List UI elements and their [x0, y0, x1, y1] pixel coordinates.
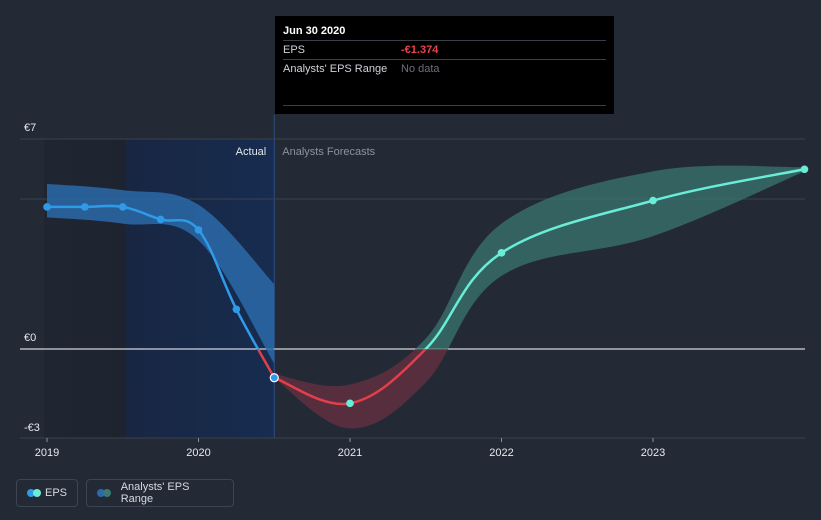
eps-point-forecast	[346, 399, 354, 408]
range-band-forecast	[415, 165, 805, 349]
legend-range-label: Analysts' EPS Range	[120, 481, 190, 505]
eps-point-forecast	[497, 249, 506, 257]
eps-legend-icon	[27, 489, 41, 497]
eps-point-forecast	[649, 196, 657, 205]
y-tick-label: -€3	[24, 422, 40, 434]
eps-point-actual	[43, 203, 51, 211]
y-tick-label: €0	[24, 332, 36, 344]
eps-point-actual	[156, 215, 165, 224]
tooltip-eps-row: EPS -€1.374	[283, 40, 606, 59]
range-band-actual	[47, 183, 275, 364]
tooltip: Jun 30 2020 EPS -€1.374 Analysts' EPS Ra…	[275, 16, 614, 114]
eps-point-actual	[269, 373, 279, 383]
x-tick-label: 2020	[186, 447, 210, 459]
tooltip-range-label: Analysts' EPS Range	[283, 63, 388, 75]
eps-point-actual	[232, 305, 241, 314]
forecast-label: Analysts Forecasts	[282, 146, 375, 158]
x-tick-label: 2022	[489, 447, 513, 459]
legend-eps[interactable]: EPS	[16, 479, 78, 507]
eps-point-actual	[194, 226, 203, 234]
actual-label: Actual	[236, 146, 267, 158]
tooltip-eps-label: EPS	[283, 44, 306, 56]
eps-line-forecast	[423, 168, 805, 349]
x-tick-label: 2021	[338, 447, 362, 459]
eps-point-actual	[118, 203, 127, 211]
range-legend-icon	[97, 489, 113, 497]
legend-eps-label: EPS	[44, 487, 67, 499]
eps-point-forecast	[800, 165, 809, 174]
tooltip-range-row: Analysts' EPS Range No data	[283, 59, 606, 78]
x-tick-label: 2019	[35, 447, 59, 459]
tooltip-divider	[283, 105, 606, 106]
x-tick-label: 2023	[641, 447, 665, 459]
tooltip-date: Jun 30 2020	[283, 25, 346, 37]
eps-point-actual	[81, 203, 89, 211]
legend-range[interactable]: Analysts' EPS Range	[86, 479, 234, 507]
tooltip-range-value: No data	[401, 63, 440, 75]
y-tick-label: €7	[24, 122, 36, 134]
tooltip-eps-value: -€1.374	[401, 44, 439, 56]
